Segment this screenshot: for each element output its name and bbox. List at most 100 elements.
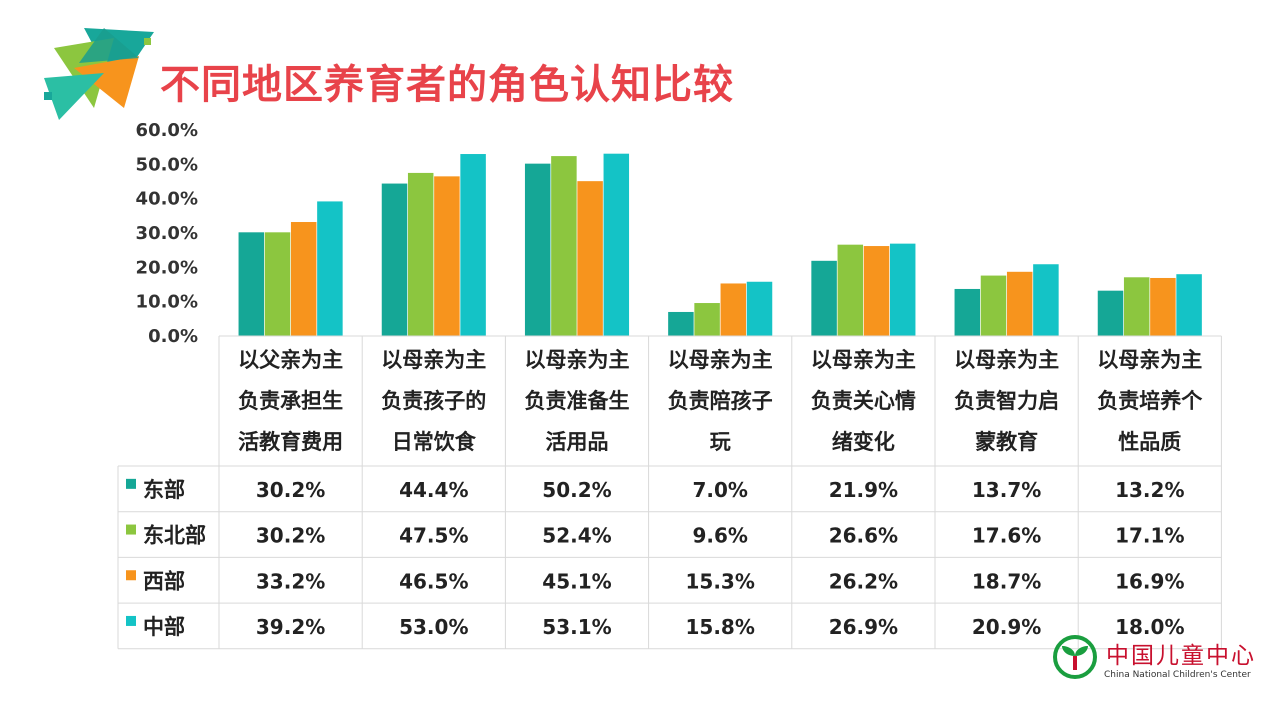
category-label: 活教育费用 <box>238 430 343 454</box>
bar <box>1123 277 1150 336</box>
category-label: 蒙教育 <box>975 430 1038 454</box>
data-value-label: 13.7% <box>972 478 1041 502</box>
data-value-label: 44.4% <box>399 478 468 502</box>
category-label: 负责承担生 <box>238 389 343 413</box>
data-value-label: 7.0% <box>692 478 747 502</box>
category-label: 活用品 <box>546 430 609 454</box>
category-label: 以母亲为主 <box>381 348 486 372</box>
category-label: 以父亲为主 <box>238 348 343 372</box>
y-tick-label: 10.0% <box>136 292 198 313</box>
data-value-label: 16.9% <box>1115 569 1184 593</box>
bar <box>863 246 890 336</box>
data-value-label: 45.1% <box>542 569 611 593</box>
data-value-label: 15.3% <box>686 569 755 593</box>
category-label: 负责陪孩子 <box>668 389 773 413</box>
logo-dark-shard <box>79 28 139 63</box>
category-label: 负责准备生 <box>525 389 630 413</box>
bar <box>524 163 551 336</box>
data-value-label: 17.1% <box>1115 524 1184 548</box>
bar <box>746 281 773 336</box>
category-label: 性品质 <box>1118 430 1181 454</box>
bar <box>720 283 747 336</box>
category-label: 以母亲为主 <box>954 348 1059 372</box>
bar <box>954 288 981 336</box>
category-label: 日常饮食 <box>392 430 477 454</box>
bar <box>290 222 317 336</box>
bar <box>668 311 694 336</box>
bar <box>603 153 630 336</box>
bar <box>694 303 720 336</box>
bar <box>577 181 603 336</box>
bar <box>238 232 265 336</box>
bar <box>1006 271 1033 336</box>
category-label: 玩 <box>710 430 731 454</box>
legend-label: 东北部 <box>143 524 206 548</box>
bar <box>837 244 864 336</box>
logo-small-square-2 <box>144 38 151 45</box>
bar <box>460 154 486 336</box>
data-value-label: 53.0% <box>399 615 468 639</box>
bar <box>1097 290 1124 336</box>
data-value-label: 39.2% <box>256 615 325 639</box>
category-label: 以母亲为主 <box>811 348 916 372</box>
bar <box>980 275 1007 336</box>
category-label: 负责孩子的 <box>381 389 486 413</box>
bar <box>551 156 577 336</box>
category-label: 绪变化 <box>832 430 895 454</box>
slide-logo-graphic <box>44 28 154 120</box>
y-tick-label: 20.0% <box>136 257 198 278</box>
logo-orange-shard <box>74 56 139 108</box>
bar <box>1176 274 1202 336</box>
legend-label: 西部 <box>143 569 185 593</box>
logo-aqua-shard <box>44 73 104 120</box>
data-value-label: 18.7% <box>972 569 1041 593</box>
data-value-label: 15.8% <box>686 615 755 639</box>
bar <box>317 201 343 336</box>
category-label: 以母亲为主 <box>525 348 630 372</box>
legend-label: 东部 <box>143 478 185 502</box>
legend-label: 中部 <box>143 615 185 639</box>
category-label: 以母亲为主 <box>668 348 773 372</box>
bar <box>1033 264 1059 336</box>
legend-swatch <box>126 615 136 626</box>
category-label: 以母亲为主 <box>1097 348 1202 372</box>
data-value-label: 18.0% <box>1115 615 1184 639</box>
bar <box>264 232 291 336</box>
legend-swatch <box>126 478 136 489</box>
category-label: 负责关心情 <box>811 389 916 413</box>
data-value-label: 21.9% <box>829 478 898 502</box>
legend-swatch <box>126 570 136 581</box>
data-value-label: 33.2% <box>256 569 325 593</box>
bar <box>434 176 460 336</box>
category-label: 负责培养个 <box>1097 389 1203 413</box>
data-value-label: 53.1% <box>542 615 611 639</box>
legend-swatch <box>126 524 136 535</box>
data-value-label: 47.5% <box>399 524 468 548</box>
bar <box>1150 277 1176 336</box>
data-value-label: 13.2% <box>1115 478 1184 502</box>
bar <box>407 172 434 336</box>
bar <box>381 183 408 336</box>
bar <box>889 243 916 336</box>
data-value-label: 52.4% <box>542 524 611 548</box>
y-tick-label: 0.0% <box>148 326 198 347</box>
brand-subtitle: China National Children's Center <box>1104 670 1251 680</box>
y-tick-label: 60.0% <box>136 120 198 141</box>
y-tick-label: 30.0% <box>136 223 198 244</box>
brand-name: 中国儿童中心 <box>1106 643 1256 669</box>
data-value-label: 46.5% <box>399 569 468 593</box>
sprout-icon <box>1053 635 1097 679</box>
data-value-label: 30.2% <box>256 524 325 548</box>
data-value-label: 9.6% <box>692 524 747 548</box>
data-value-label: 26.6% <box>829 524 898 548</box>
brand-logo: 中国儿童中心 China National Children's Center <box>1052 632 1254 687</box>
data-value-label: 20.9% <box>972 615 1041 639</box>
data-value-label: 50.2% <box>542 478 611 502</box>
logo-small-square <box>44 92 52 100</box>
bar <box>811 260 837 336</box>
data-value-label: 26.9% <box>829 615 898 639</box>
y-tick-label: 40.0% <box>136 189 198 210</box>
category-label: 负责智力启 <box>954 389 1059 413</box>
y-tick-label: 50.0% <box>136 154 198 175</box>
